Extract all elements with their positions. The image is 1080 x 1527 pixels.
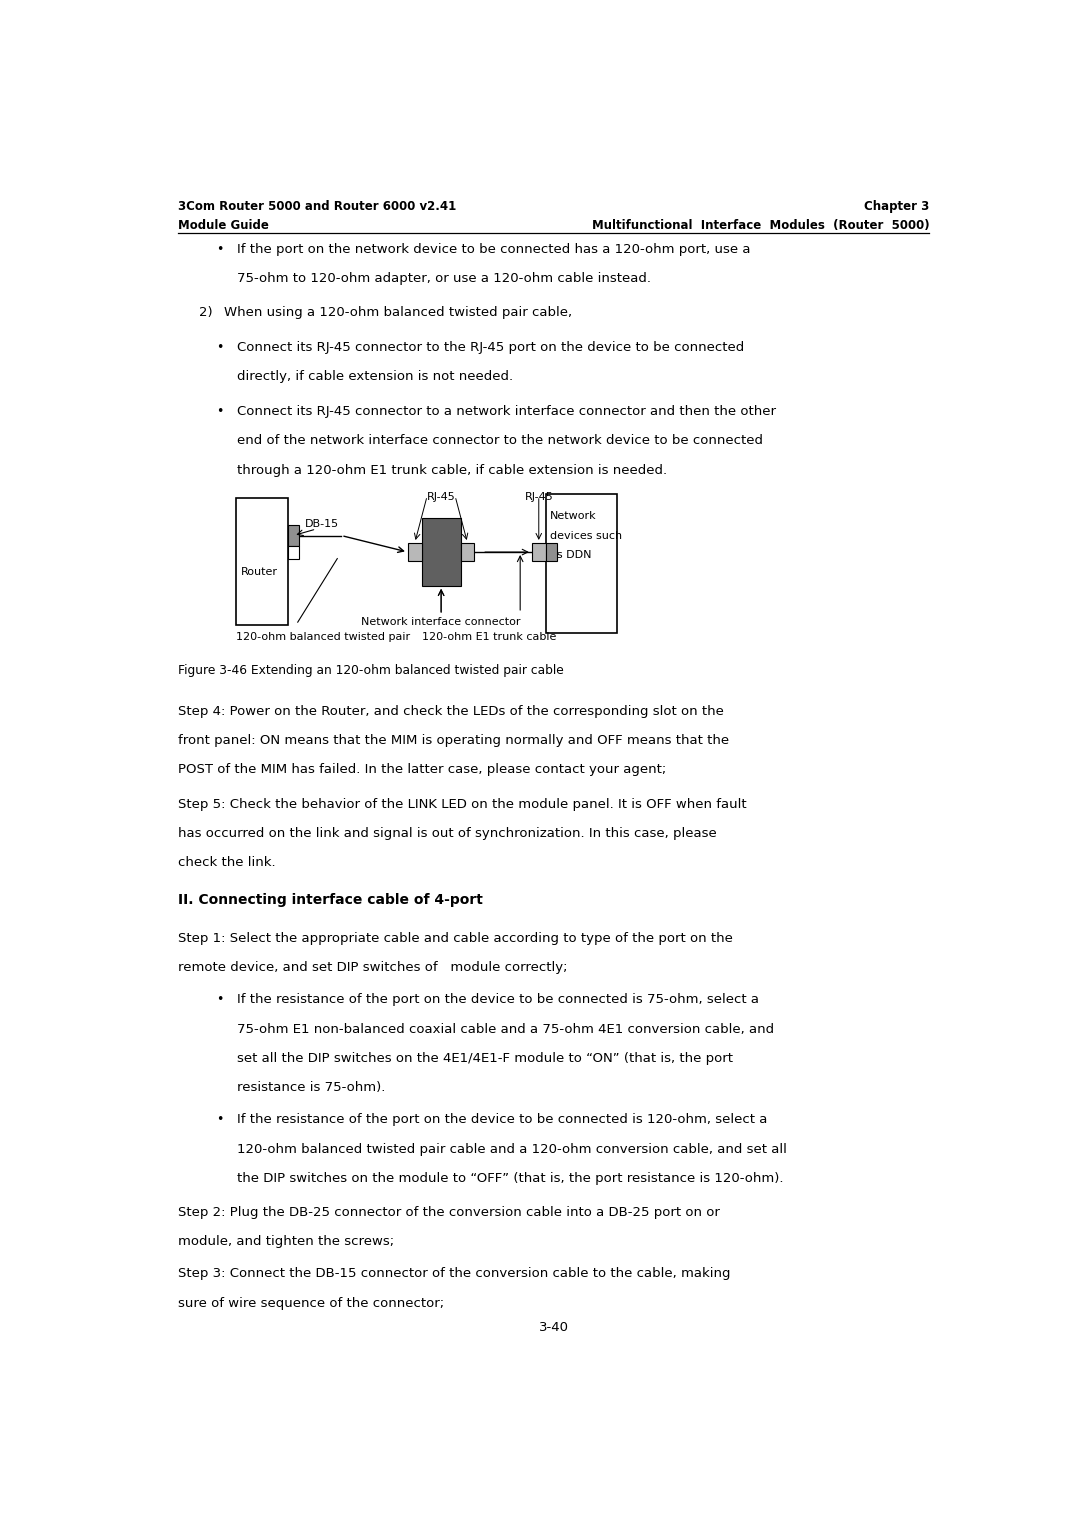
Text: Multifunctional  Interface  Modules  (Router  5000): Multifunctional Interface Modules (Route… xyxy=(592,220,930,232)
Text: set all the DIP switches on the 4E1/4E1-F module to “ON” (that is, the port: set all the DIP switches on the 4E1/4E1-… xyxy=(238,1052,733,1064)
Text: check the link.: check the link. xyxy=(177,857,275,869)
Text: •: • xyxy=(216,405,224,418)
Text: Step 5: Check the behavior of the LINK LED on the module panel. It is OFF when f: Step 5: Check the behavior of the LINK L… xyxy=(177,797,746,811)
Text: II. Connecting interface cable of 4-port: II. Connecting interface cable of 4-port xyxy=(177,893,483,907)
Text: Module Guide: Module Guide xyxy=(177,220,269,232)
Text: If the resistance of the port on the device to be connected is 75-ohm, select a: If the resistance of the port on the dev… xyxy=(238,993,759,1006)
Text: 75-ohm E1 non-balanced coaxial cable and a 75-ohm 4E1 conversion cable, and: 75-ohm E1 non-balanced coaxial cable and… xyxy=(238,1023,774,1035)
Text: Router: Router xyxy=(241,568,279,577)
Text: module, and tighten the screws;: module, and tighten the screws; xyxy=(177,1235,394,1248)
Text: as DDN: as DDN xyxy=(550,550,591,560)
Bar xyxy=(460,542,474,562)
Text: If the port on the network device to be connected has a 120-ohm port, use a: If the port on the network device to be … xyxy=(238,243,751,255)
Text: 3Com Router 5000 and Router 6000 v2.41: 3Com Router 5000 and Router 6000 v2.41 xyxy=(177,200,456,214)
Bar xyxy=(288,525,298,547)
Text: Step 1: Select the appropriate cable and cable according to type of the port on : Step 1: Select the appropriate cable and… xyxy=(177,931,732,945)
Text: Connect its RJ-45 connector to a network interface connector and then the other: Connect its RJ-45 connector to a network… xyxy=(238,405,777,418)
Text: resistance is 75-ohm).: resistance is 75-ohm). xyxy=(238,1081,386,1093)
Text: end of the network interface connector to the network device to be connected: end of the network interface connector t… xyxy=(238,434,764,447)
Bar xyxy=(235,498,288,625)
Text: 120-ohm balanced twisted pair cable and a 120-ohm conversion cable, and set all: 120-ohm balanced twisted pair cable and … xyxy=(238,1142,787,1156)
Text: Connect its RJ-45 connector to the RJ-45 port on the device to be connected: Connect its RJ-45 connector to the RJ-45… xyxy=(238,341,744,354)
Text: •: • xyxy=(216,341,224,354)
Text: directly, if cable extension is not needed.: directly, if cable extension is not need… xyxy=(238,371,513,383)
Text: •: • xyxy=(216,243,224,255)
Text: through a 120-ohm E1 trunk cable, if cable extension is needed.: through a 120-ohm E1 trunk cable, if cab… xyxy=(238,464,667,476)
Bar xyxy=(408,542,422,562)
Text: Figure 3-46 Extending an 120-ohm balanced twisted pair cable: Figure 3-46 Extending an 120-ohm balance… xyxy=(177,664,564,678)
Text: Step 4: Power on the Router, and check the LEDs of the corresponding slot on the: Step 4: Power on the Router, and check t… xyxy=(177,704,724,718)
Text: •: • xyxy=(216,993,224,1006)
Text: Chapter 3: Chapter 3 xyxy=(864,200,930,214)
Bar xyxy=(531,542,545,562)
Text: front panel: ON means that the MIM is operating normally and OFF means that the: front panel: ON means that the MIM is op… xyxy=(177,734,729,747)
Text: the DIP switches on the module to “OFF” (that is, the port resistance is 120-ohm: the DIP switches on the module to “OFF” … xyxy=(238,1171,784,1185)
Text: has occurred on the link and signal is out of synchronization. In this case, ple: has occurred on the link and signal is o… xyxy=(177,828,716,840)
Text: RJ-45: RJ-45 xyxy=(525,492,553,502)
Text: POST of the MIM has failed. In the latter case, please contact your agent;: POST of the MIM has failed. In the latte… xyxy=(177,764,666,776)
Text: •: • xyxy=(216,1113,224,1127)
Text: RJ-45: RJ-45 xyxy=(427,492,456,502)
Text: remote device, and set DIP switches of   module correctly;: remote device, and set DIP switches of m… xyxy=(177,960,567,974)
Bar xyxy=(545,542,557,562)
Text: When using a 120-ohm balanced twisted pair cable,: When using a 120-ohm balanced twisted pa… xyxy=(225,307,572,319)
Text: Network interface connector: Network interface connector xyxy=(362,617,521,626)
Text: 120-ohm E1 trunk cable: 120-ohm E1 trunk cable xyxy=(422,632,556,643)
Text: 2): 2) xyxy=(199,307,212,319)
Bar xyxy=(422,518,460,586)
Bar xyxy=(288,547,298,559)
Text: 120-ohm balanced twisted pair: 120-ohm balanced twisted pair xyxy=(235,632,410,643)
Text: Network: Network xyxy=(550,512,596,521)
Text: sure of wire sequence of the connector;: sure of wire sequence of the connector; xyxy=(177,1296,444,1310)
Text: 3-40: 3-40 xyxy=(539,1321,568,1333)
Text: Step 2: Plug the DB-25 connector of the conversion cable into a DB-25 port on or: Step 2: Plug the DB-25 connector of the … xyxy=(177,1206,719,1219)
Bar xyxy=(545,495,617,632)
Text: devices such: devices such xyxy=(550,530,622,541)
Text: 75-ohm to 120-ohm adapter, or use a 120-ohm cable instead.: 75-ohm to 120-ohm adapter, or use a 120-… xyxy=(238,272,651,286)
Text: Step 3: Connect the DB-15 connector of the conversion cable to the cable, making: Step 3: Connect the DB-15 connector of t… xyxy=(177,1267,730,1281)
Text: If the resistance of the port on the device to be connected is 120-ohm, select a: If the resistance of the port on the dev… xyxy=(238,1113,768,1127)
Text: DB-15: DB-15 xyxy=(305,519,339,528)
